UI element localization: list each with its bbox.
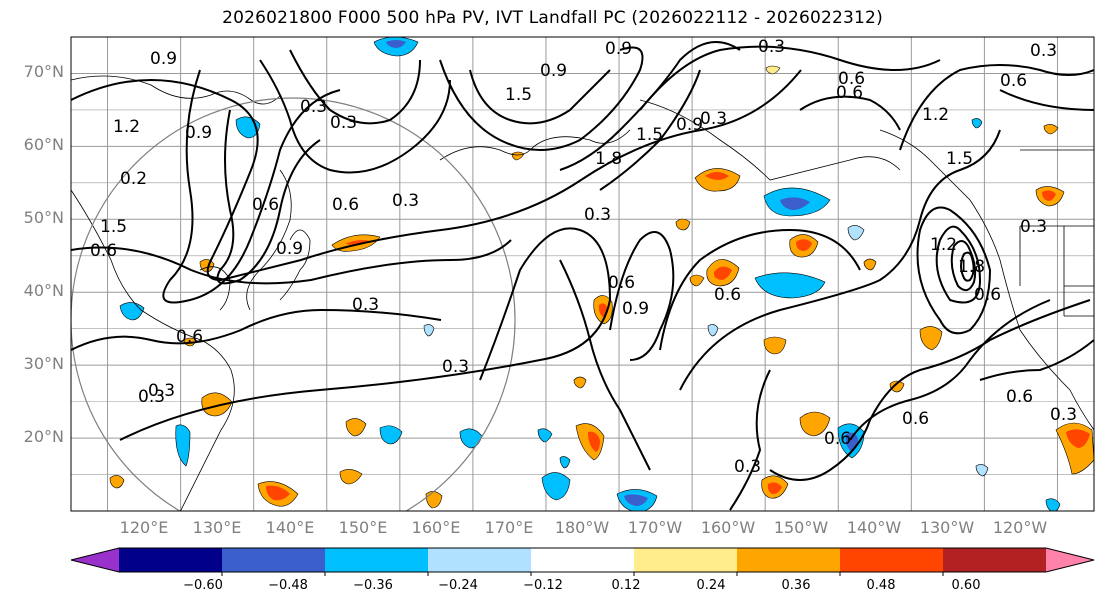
lon-label: 160°E <box>411 518 461 537</box>
contour-label: 0.6 <box>608 273 635 293</box>
map-figure: 0.9 0.3 0.6 0.3 0.9 1.5 1.8 1.5 0.3 0.6 … <box>70 36 1095 512</box>
positive-ivt-patches <box>109 65 1094 509</box>
colorbar-segment <box>428 548 532 572</box>
contour-label: 0.3 <box>442 357 469 377</box>
contour-label: 0.3 <box>148 381 175 401</box>
contour-label: 0.9 <box>605 39 632 59</box>
contour-label: 1.2 <box>930 235 957 255</box>
colorbar-tick-label: 0.12 <box>611 578 641 593</box>
contour-label: 1.5 <box>636 125 663 145</box>
colorbar-outline <box>70 547 1095 573</box>
colorbar-segment <box>119 548 223 572</box>
colorbar-tick-label: −0.48 <box>268 578 308 593</box>
contour-label: 0.6 <box>714 285 741 305</box>
contour-label: 1.5 <box>505 85 532 105</box>
colorbar-tick-label: −0.60 <box>183 578 223 593</box>
colorbar-tick-label: −0.12 <box>523 578 563 593</box>
contour-label: 0.3 <box>300 97 327 117</box>
negative-ivt-patches <box>119 37 1061 511</box>
contour-label: 0.6 <box>824 429 851 449</box>
lon-label: 130°E <box>192 518 242 537</box>
colorbar-extend-high <box>1046 548 1094 572</box>
contour-label: 0.3 <box>584 205 611 225</box>
contour-label: 0.3 <box>1020 217 1047 237</box>
contour-label: 0.6 <box>902 409 929 429</box>
contour-label: 0.3 <box>758 37 785 57</box>
contour-label: 0.3 <box>734 457 761 477</box>
contour-label: 0.6 <box>836 83 863 103</box>
lat-label: 50°N <box>23 208 64 227</box>
lon-label: 150°E <box>338 518 388 537</box>
map-frame <box>70 36 1095 512</box>
contour-label: 0.3 <box>138 387 165 407</box>
contour-label: 1.8 <box>595 149 622 169</box>
lon-label: 170°W <box>627 518 683 537</box>
contour-label: 0.6 <box>838 69 865 89</box>
lon-label: 130°W <box>919 518 975 537</box>
contour-label: 1.5 <box>946 149 973 169</box>
colorbar-segment <box>634 548 738 572</box>
contour-label: 1.5 <box>100 217 127 237</box>
contour-label: 0.6 <box>176 327 203 347</box>
contour-label: 0.3 <box>330 113 357 133</box>
contour-label: 0.3 <box>392 191 419 211</box>
contour-label: 0.6 <box>252 195 279 215</box>
contour-label: 0.3 <box>1050 405 1077 425</box>
lon-label: 160°W <box>700 518 756 537</box>
lon-label: 140°E <box>265 518 315 537</box>
contour-label: 0.9 <box>540 61 567 81</box>
lat-label: 60°N <box>23 135 64 154</box>
colorbar-segment <box>840 548 944 572</box>
colorbar-segment <box>943 548 1047 572</box>
contour-label: 0.6 <box>90 241 117 261</box>
contour-label: 0.3 <box>1030 41 1057 61</box>
contour-labels: 0.9 0.3 0.6 0.3 0.9 1.5 1.8 1.5 0.3 0.6 … <box>90 37 1077 477</box>
colorbar-tick-label: −0.36 <box>353 578 393 593</box>
colorbar-segment <box>531 548 635 572</box>
colorbar-tick-label: 0.36 <box>781 578 811 593</box>
colorbar-segment <box>737 548 841 572</box>
lon-label: 120°W <box>992 518 1048 537</box>
lon-label: 120°E <box>119 518 169 537</box>
contour-label: 0.9 <box>676 115 703 135</box>
colorbar-tick-label: 0.60 <box>951 578 981 593</box>
colorbar-tick-label: 0.24 <box>696 578 726 593</box>
colorbar-tick-label: 0.48 <box>866 578 896 593</box>
lat-label: 30°N <box>23 354 64 373</box>
colorbar-segment <box>222 548 326 572</box>
lon-label: 170°E <box>484 518 534 537</box>
contour-label: 0.3 <box>700 109 727 129</box>
ivt-shading <box>109 37 1094 511</box>
contour-label: 0.3 <box>352 295 379 315</box>
contour-label: 0.9 <box>276 239 303 259</box>
lon-label: 150°W <box>773 518 829 537</box>
contour-label: 0.6 <box>1000 71 1027 91</box>
contour-label: 1.2 <box>922 105 949 125</box>
contour-label: 0.6 <box>974 285 1001 305</box>
lat-label: 20°N <box>23 427 64 446</box>
contour-label: 0.2 <box>120 169 147 189</box>
map-title: 2026021800 F000 500 hPa PV, IVT Landfall… <box>222 8 883 28</box>
contour-label: 1.8 <box>958 257 985 277</box>
contour-label: 0.9 <box>150 49 177 69</box>
pv-contours <box>71 41 1094 511</box>
contour-label: 1.2 <box>113 117 140 137</box>
colorbar-extend-low <box>71 548 119 572</box>
distance-ring <box>71 97 516 511</box>
contour-label: 0.9 <box>185 123 212 143</box>
lon-label: 180°W <box>554 518 610 537</box>
colorbar-segment <box>325 548 429 572</box>
contour-label: 0.6 <box>332 195 359 215</box>
lat-label: 70°N <box>23 62 64 81</box>
lat-label: 40°N <box>23 281 64 300</box>
contour-label: 0.9 <box>622 299 649 319</box>
colorbar-tick-label: −0.24 <box>438 578 478 593</box>
lon-label: 140°W <box>846 518 902 537</box>
colorbar <box>70 547 1095 576</box>
contour-label: 0.6 <box>1006 387 1033 407</box>
